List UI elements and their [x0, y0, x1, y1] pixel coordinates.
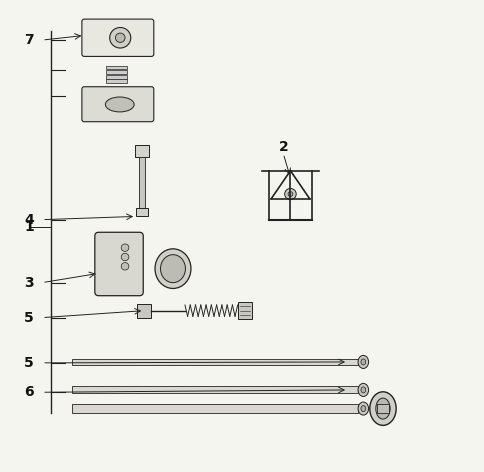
- Bar: [237, 302, 252, 319]
- Text: 4: 4: [24, 213, 34, 227]
- Ellipse shape: [360, 405, 365, 412]
- FancyBboxPatch shape: [82, 19, 153, 57]
- Ellipse shape: [357, 355, 368, 369]
- Bar: [139, 157, 145, 208]
- Text: 7: 7: [24, 33, 34, 47]
- Circle shape: [121, 244, 129, 252]
- Ellipse shape: [360, 387, 365, 393]
- Text: 3: 3: [24, 276, 34, 290]
- FancyBboxPatch shape: [95, 232, 143, 295]
- Circle shape: [287, 192, 292, 196]
- Text: 5: 5: [24, 356, 34, 370]
- Text: 1: 1: [24, 219, 34, 234]
- Circle shape: [109, 27, 131, 48]
- Circle shape: [121, 253, 129, 261]
- Bar: [72, 387, 357, 394]
- Bar: [106, 70, 127, 74]
- Text: 5: 5: [24, 311, 34, 325]
- Bar: [72, 404, 357, 413]
- Ellipse shape: [357, 383, 368, 396]
- Circle shape: [115, 33, 125, 42]
- Ellipse shape: [360, 359, 365, 365]
- Ellipse shape: [155, 249, 191, 288]
- Bar: [377, 404, 388, 413]
- Ellipse shape: [357, 402, 368, 415]
- FancyBboxPatch shape: [82, 87, 153, 122]
- Bar: [106, 79, 127, 83]
- Ellipse shape: [105, 97, 134, 112]
- Bar: [106, 66, 127, 69]
- Circle shape: [284, 188, 296, 200]
- Bar: [106, 75, 127, 79]
- Bar: [137, 303, 151, 318]
- Bar: [136, 208, 148, 216]
- Text: 2: 2: [278, 140, 287, 154]
- Ellipse shape: [160, 255, 185, 283]
- Bar: [135, 145, 149, 157]
- Ellipse shape: [369, 392, 395, 425]
- Ellipse shape: [375, 398, 389, 419]
- Bar: [72, 359, 357, 365]
- Text: 6: 6: [24, 385, 34, 399]
- Circle shape: [121, 262, 129, 270]
